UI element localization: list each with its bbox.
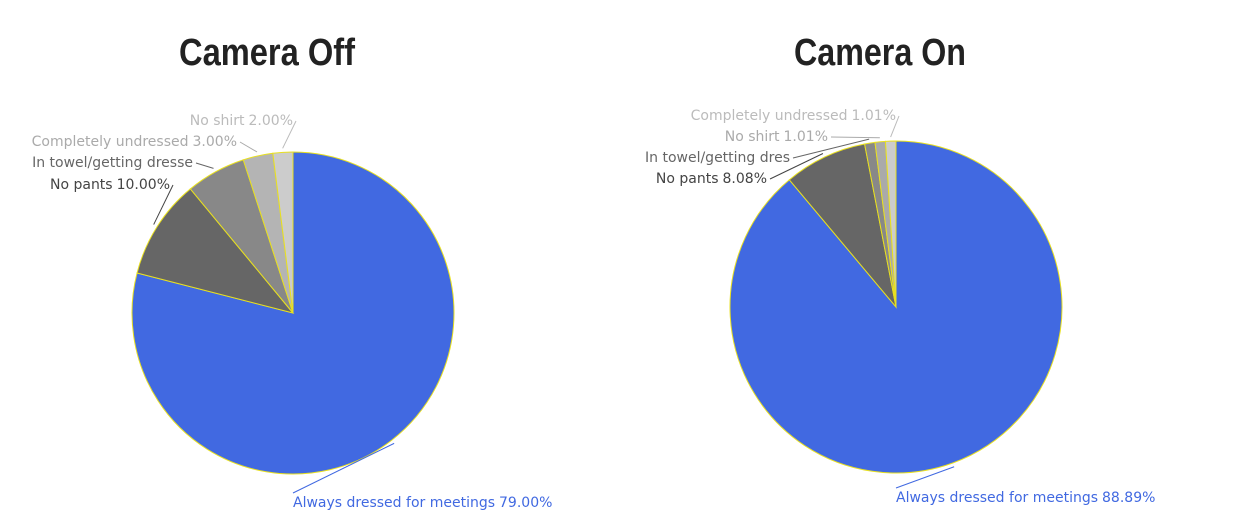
- leader-line: [195, 162, 214, 169]
- slice-label: Always dressed for meetings 79.00%: [293, 495, 552, 511]
- slice-label-value: 8.08%: [723, 171, 767, 187]
- slice-label-name: Always dressed for meetings: [896, 490, 1098, 506]
- slice-label: No shirt 1.01%: [725, 129, 828, 145]
- slice-label-value: 3.00%: [193, 134, 237, 150]
- slice-label-name: No pants: [50, 177, 113, 193]
- leader-line: [282, 120, 297, 149]
- slice-label-value: 1.01%: [784, 129, 828, 145]
- slice-label-value: 88.89%: [1102, 490, 1155, 506]
- slice-label-value: 79.00%: [499, 495, 552, 511]
- leader-line: [890, 115, 900, 138]
- slice-label: Completely undressed 3.00%: [32, 134, 237, 150]
- slice-label-name: In towel/getting dresse: [32, 155, 193, 171]
- pie-slice: [136, 188, 295, 314]
- slice-label-name: Completely undressed: [32, 134, 189, 150]
- slice-label: In towel/getting dres: [645, 150, 790, 166]
- pie-slice: [884, 140, 897, 308]
- slice-label-value: 10.00%: [117, 177, 170, 193]
- slice-label-name: No shirt: [190, 113, 245, 129]
- slice-label-name: In towel/getting dres: [645, 150, 790, 166]
- leader-line: [830, 136, 880, 139]
- slice-label: No pants 10.00%: [50, 177, 170, 193]
- slice-label-value: 2.00%: [249, 113, 293, 129]
- slice-label: Completely undressed 1.01%: [691, 108, 896, 124]
- slice-label-name: No shirt: [725, 129, 780, 145]
- slice-label: No shirt 2.00%: [190, 113, 293, 129]
- slice-label: Always dressed for meetings 88.89%: [896, 490, 1155, 506]
- leader-line: [239, 141, 258, 153]
- leader-line: [153, 184, 174, 225]
- slice-label-name: Completely undressed: [691, 108, 848, 124]
- slice-label-name: Always dressed for meetings: [293, 495, 495, 511]
- slice-label: No pants 8.08%: [656, 171, 767, 187]
- slice-label-value: 1.01%: [852, 108, 896, 124]
- pie-slice: [272, 151, 294, 314]
- leader-line: [769, 153, 824, 180]
- leader-line: [792, 138, 870, 159]
- slice-label: In towel/getting dresse: [32, 155, 193, 171]
- leader-line: [292, 442, 395, 494]
- chart-title: Camera On: [794, 32, 966, 74]
- chart-title: Camera Off: [179, 32, 355, 74]
- leader-line: [895, 466, 955, 489]
- slice-label-name: No pants: [656, 171, 719, 187]
